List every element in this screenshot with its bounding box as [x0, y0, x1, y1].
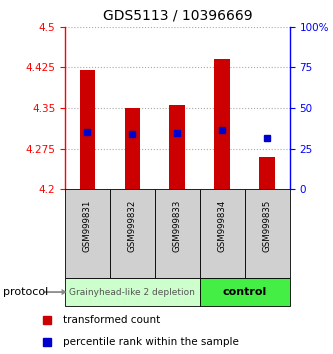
- Text: GSM999833: GSM999833: [173, 200, 182, 252]
- Bar: [200, 278, 290, 306]
- Text: GSM999835: GSM999835: [263, 200, 272, 252]
- Text: protocol: protocol: [3, 287, 49, 297]
- Bar: [259, 157, 275, 189]
- Text: GSM999832: GSM999832: [128, 200, 137, 252]
- Bar: [214, 59, 230, 189]
- Text: Grainyhead-like 2 depletion: Grainyhead-like 2 depletion: [69, 287, 195, 297]
- Bar: [65, 278, 200, 306]
- Text: percentile rank within the sample: percentile rank within the sample: [63, 337, 239, 347]
- Bar: [245, 189, 290, 278]
- Text: control: control: [223, 287, 267, 297]
- Text: GSM999834: GSM999834: [218, 200, 227, 252]
- Text: transformed count: transformed count: [63, 315, 161, 325]
- Bar: [65, 189, 110, 278]
- Bar: [125, 108, 140, 189]
- Bar: [110, 189, 155, 278]
- Title: GDS5113 / 10396669: GDS5113 / 10396669: [103, 8, 252, 23]
- Bar: [200, 189, 245, 278]
- Bar: [80, 70, 95, 189]
- Text: GSM999831: GSM999831: [83, 200, 92, 252]
- Bar: [169, 105, 185, 189]
- Bar: [155, 189, 200, 278]
